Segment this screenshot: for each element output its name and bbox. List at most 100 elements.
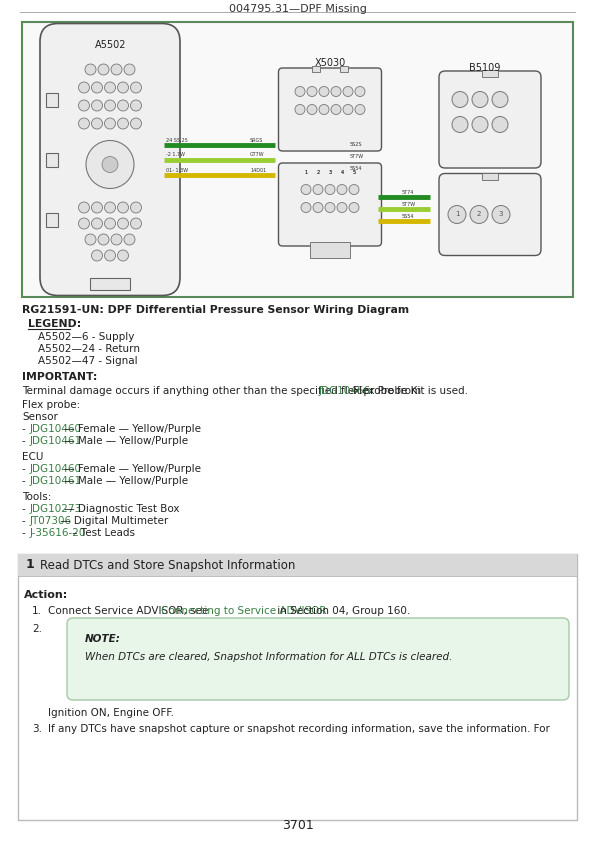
Circle shape <box>319 87 329 97</box>
FancyBboxPatch shape <box>439 173 541 255</box>
Circle shape <box>117 118 129 129</box>
Text: 2: 2 <box>317 169 320 174</box>
Circle shape <box>295 104 305 115</box>
Text: 2.: 2. <box>32 624 42 634</box>
Circle shape <box>349 184 359 195</box>
Circle shape <box>295 87 305 97</box>
Circle shape <box>130 218 142 229</box>
Circle shape <box>111 64 122 75</box>
Text: 1.: 1. <box>32 606 42 616</box>
Text: Ignition ON, Engine OFF.: Ignition ON, Engine OFF. <box>48 708 174 718</box>
Text: — Diagnostic Test Box: — Diagnostic Test Box <box>61 504 180 514</box>
Text: JDG10466: JDG10466 <box>318 386 371 396</box>
Circle shape <box>117 218 129 229</box>
Text: Flex probe:: Flex probe: <box>22 400 80 410</box>
Text: 3701: 3701 <box>281 819 314 832</box>
Circle shape <box>331 104 341 115</box>
Circle shape <box>105 250 115 261</box>
Text: 24 SS,25: 24 SS,25 <box>166 137 188 142</box>
Bar <box>46 212 58 226</box>
Text: 1: 1 <box>26 558 35 572</box>
Circle shape <box>343 104 353 115</box>
Circle shape <box>79 100 89 111</box>
Text: 3: 3 <box>328 169 331 174</box>
FancyBboxPatch shape <box>40 24 180 296</box>
Circle shape <box>331 87 341 97</box>
Text: -2 1.7W: -2 1.7W <box>166 152 185 157</box>
Circle shape <box>313 202 323 212</box>
Text: -: - <box>22 436 29 446</box>
Text: JDG10461: JDG10461 <box>30 436 82 446</box>
Text: Sensor: Sensor <box>22 412 58 422</box>
Circle shape <box>92 82 102 93</box>
Circle shape <box>105 118 115 129</box>
Bar <box>482 173 498 179</box>
Circle shape <box>117 82 129 93</box>
Text: A5502—24 - Return: A5502—24 - Return <box>38 344 140 354</box>
Text: Read DTCs and Store Snapshot Information: Read DTCs and Store Snapshot Information <box>40 558 295 572</box>
Bar <box>22 22 573 297</box>
Circle shape <box>92 218 102 229</box>
Circle shape <box>349 202 359 212</box>
Circle shape <box>343 87 353 97</box>
Text: A5502: A5502 <box>95 40 127 50</box>
Circle shape <box>105 202 115 213</box>
Circle shape <box>470 205 488 223</box>
Bar <box>46 152 58 167</box>
Circle shape <box>448 205 466 223</box>
Circle shape <box>79 118 89 129</box>
Text: — Digital Multimeter: — Digital Multimeter <box>57 516 168 526</box>
Circle shape <box>313 184 323 195</box>
Circle shape <box>130 202 142 213</box>
Text: 5: 5 <box>352 169 356 174</box>
Text: GT7W: GT7W <box>250 152 265 157</box>
Text: — Female — Yellow/Purple: — Female — Yellow/Purple <box>61 464 201 474</box>
FancyBboxPatch shape <box>439 71 541 168</box>
Text: 5S54: 5S54 <box>402 214 415 219</box>
Text: 1: 1 <box>305 169 308 174</box>
Text: — Male — Yellow/Purple: — Male — Yellow/Purple <box>61 436 188 446</box>
Circle shape <box>98 234 109 245</box>
Text: JT07306: JT07306 <box>30 516 72 526</box>
Bar <box>482 70 498 77</box>
Text: 5S2S: 5S2S <box>349 142 362 147</box>
Circle shape <box>492 92 508 108</box>
Text: 4: 4 <box>340 169 343 174</box>
Text: Connecting to Service ADVISOR: Connecting to Service ADVISOR <box>161 606 327 616</box>
Text: LEGEND:: LEGEND: <box>28 319 82 329</box>
Text: JDG10460: JDG10460 <box>30 464 82 474</box>
Circle shape <box>86 141 134 189</box>
Circle shape <box>492 205 510 223</box>
Text: NOTE:: NOTE: <box>85 634 121 644</box>
Circle shape <box>117 250 129 261</box>
Circle shape <box>117 202 129 213</box>
Circle shape <box>355 104 365 115</box>
Text: B5109: B5109 <box>469 63 500 73</box>
Circle shape <box>92 202 102 213</box>
Text: 3.: 3. <box>32 724 42 734</box>
Text: 4: 4 <box>340 169 343 174</box>
Bar <box>312 66 320 72</box>
Text: 5T7W: 5T7W <box>402 201 416 206</box>
Circle shape <box>98 64 109 75</box>
Bar <box>46 93 58 106</box>
Text: – Test Leads: – Test Leads <box>69 528 135 538</box>
Circle shape <box>319 104 329 115</box>
Bar <box>18 554 577 820</box>
Text: — Male — Yellow/Purple: — Male — Yellow/Purple <box>61 476 188 486</box>
Text: -: - <box>22 528 29 538</box>
FancyBboxPatch shape <box>278 163 381 246</box>
Text: 2: 2 <box>317 169 320 174</box>
Circle shape <box>102 157 118 173</box>
Bar <box>18 554 577 576</box>
Text: 004795.31—DPF Missing: 004795.31—DPF Missing <box>228 4 367 14</box>
Text: RG21591-UN: DPF Differential Pressure Sensor Wiring Diagram: RG21591-UN: DPF Differential Pressure Se… <box>22 305 409 315</box>
Text: -: - <box>22 476 29 486</box>
Text: JDG10460: JDG10460 <box>30 424 82 434</box>
Circle shape <box>111 234 122 245</box>
Bar <box>90 278 130 290</box>
Circle shape <box>85 234 96 245</box>
Text: Action:: Action: <box>24 590 68 600</box>
Circle shape <box>124 234 135 245</box>
Circle shape <box>130 100 142 111</box>
